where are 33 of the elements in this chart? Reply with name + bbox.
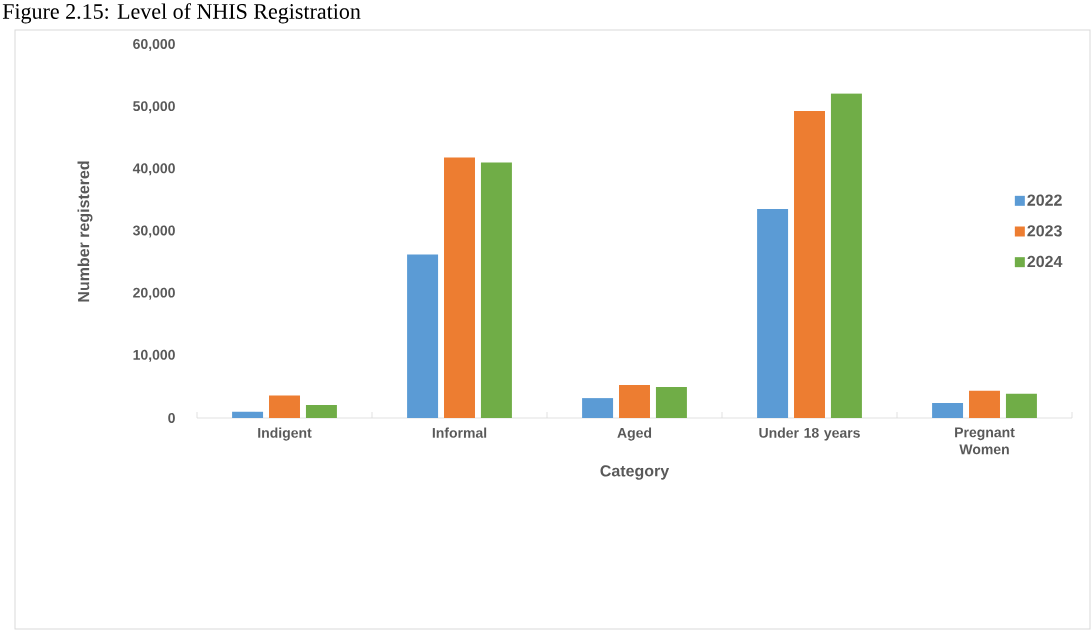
x-tick-label: Aged (617, 427, 652, 441)
y-tick-label: 0 (168, 413, 175, 423)
x-tick-label: Under 18 years (759, 427, 860, 441)
bar (305, 404, 337, 418)
y-tick-label: 20,000 (133, 287, 175, 300)
bar (830, 93, 862, 418)
chart-title: Figure 2.15: Level of NHIS Registration (2, 3, 361, 24)
bar (655, 386, 687, 418)
y-tick-label: 50,000 (133, 101, 175, 114)
bar (932, 403, 964, 418)
legend-label: 2022 (1027, 194, 1062, 206)
bar (407, 254, 439, 418)
y-tick-label: 10,000 (133, 349, 175, 362)
bar (444, 157, 475, 418)
y-tick-label: 60,000 (133, 39, 175, 51)
bar (480, 162, 512, 418)
x-axis-title: Category (600, 465, 670, 480)
bar (619, 385, 650, 418)
x-tick-label: Pregnant Women (955, 427, 1015, 455)
bar (269, 395, 300, 418)
legend-label: 2024 (1027, 255, 1063, 268)
bar (1005, 393, 1037, 418)
x-tick-label: Informal (432, 427, 487, 438)
bar (794, 110, 825, 418)
legend-label: 2023 (1027, 225, 1062, 237)
y-tick-label: 40,000 (132, 163, 175, 176)
y-tick-label: 30,000 (132, 225, 175, 238)
y-axis-title: Number registered (77, 161, 93, 302)
bar (757, 209, 789, 418)
x-tick-label: Indigent (258, 427, 312, 441)
bar (232, 411, 264, 418)
bar (582, 398, 614, 418)
bar (969, 390, 1000, 418)
